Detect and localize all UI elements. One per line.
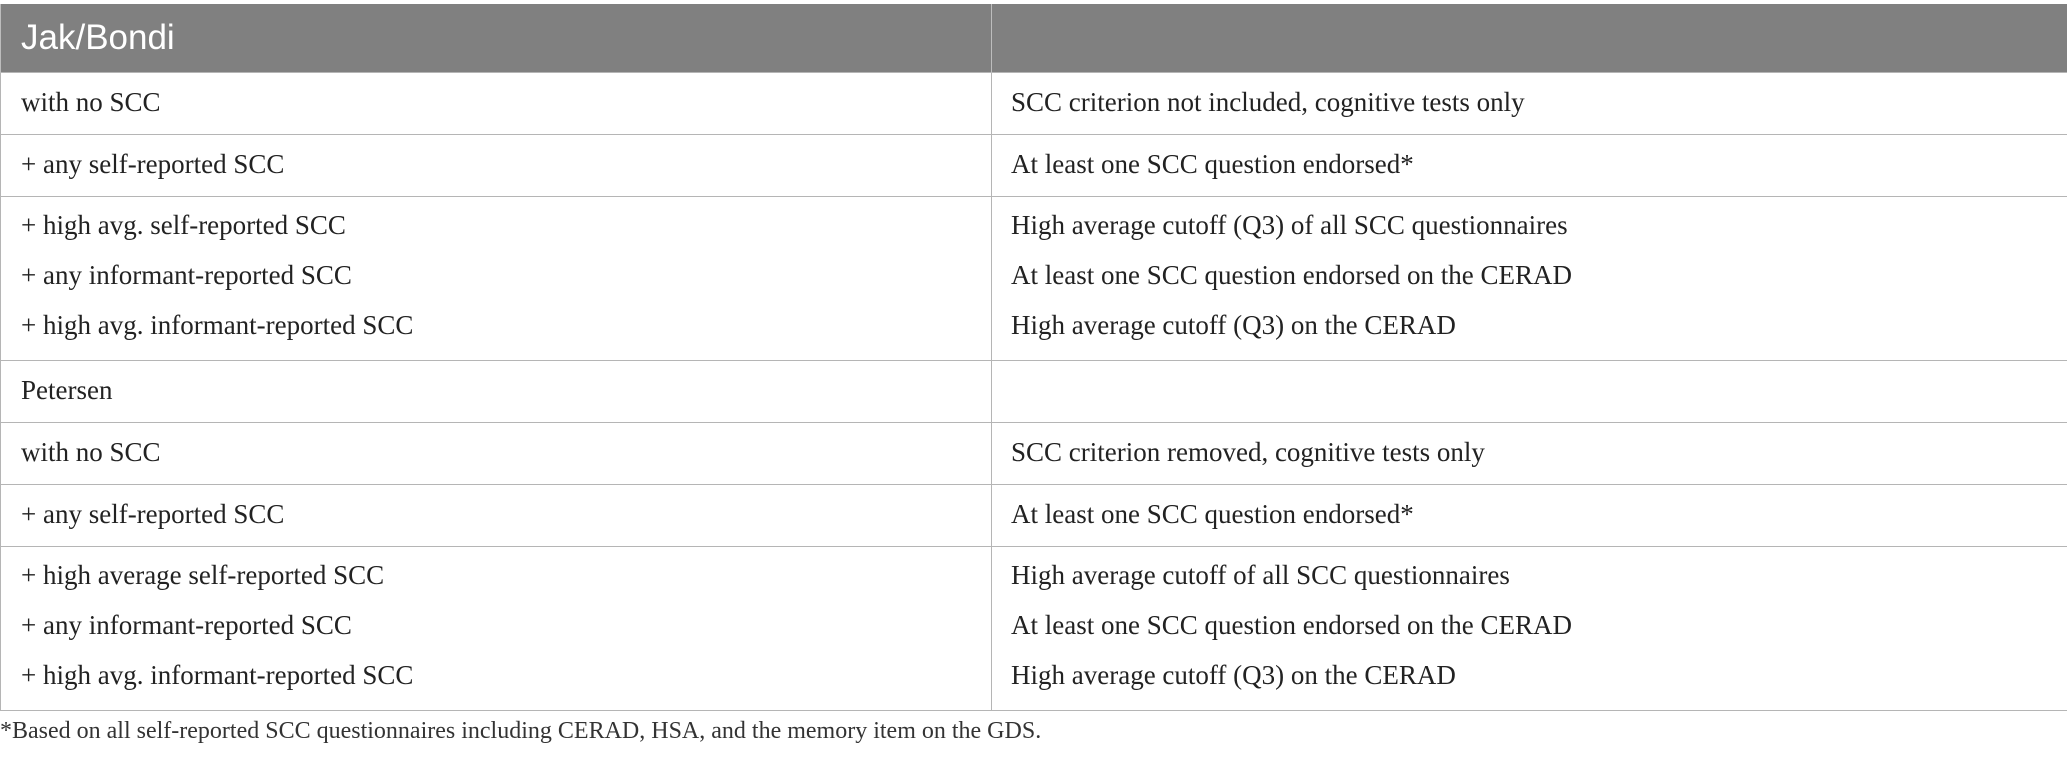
criterion-text: + high avg. informant-reported SCC — [21, 309, 414, 340]
section-label-cell: Petersen — [0, 359, 992, 423]
description-cell: SCC criterion not included, cognitive te… — [991, 71, 2067, 135]
criterion-text: + any informant-reported SCC — [21, 609, 352, 640]
criterion-cell: with no SCC — [0, 421, 992, 485]
description-text: SCC criterion not included, cognitive te… — [1011, 86, 1525, 117]
criterion-text: + any informant-reported SCC — [21, 259, 352, 290]
description-cell — [991, 359, 2067, 423]
criterion-cell: + high average self-reported SCC + any i… — [0, 545, 992, 711]
criterion-cell: + high avg. self-reported SCC + any info… — [0, 195, 992, 361]
criterion-cell: + any self-reported SCC — [0, 483, 992, 547]
section-row-petersen: Petersen — [0, 359, 2067, 423]
description-text: At least one SCC question endorsed* — [1011, 498, 1414, 529]
table-row: + any self-reported SCC At least one SCC… — [0, 483, 2067, 547]
criterion-text: with no SCC — [21, 436, 161, 467]
description-text: High average cutoff (Q3) on the CERAD — [1011, 659, 1456, 690]
table-row: + high average self-reported SCC + any i… — [0, 545, 2067, 711]
description-cell: High average cutoff of all SCC questionn… — [991, 545, 2067, 711]
criterion-text: with no SCC — [21, 86, 161, 117]
description-cell: At least one SCC question endorsed* — [991, 133, 2067, 197]
criterion-text: + high average self-reported SCC — [21, 559, 385, 590]
criterion-cell: with no SCC — [0, 71, 992, 135]
table-row: + high avg. self-reported SCC + any info… — [0, 195, 2067, 361]
table-header-row: Jak/Bondi — [0, 4, 2067, 72]
criterion-text: + high avg. informant-reported SCC — [21, 659, 414, 690]
description-text: High average cutoff of all SCC questionn… — [1011, 559, 1510, 590]
description-text: High average cutoff (Q3) on the CERAD — [1011, 309, 1456, 340]
header-cell-definition: Jak/Bondi — [0, 4, 992, 72]
description-text: SCC criterion removed, cognitive tests o… — [1011, 436, 1485, 467]
table-footnote: *Based on all self-reported SCC question… — [0, 718, 1042, 744]
criterion-cell: + any self-reported SCC — [0, 133, 992, 197]
description-text: At least one SCC question endorsed on th… — [1011, 259, 1572, 290]
description-text: At least one SCC question endorsed* — [1011, 148, 1414, 179]
table-row: with no SCC SCC criterion not included, … — [0, 71, 2067, 135]
criterion-text: + any self-reported SCC — [21, 148, 285, 179]
description-text: At least one SCC question endorsed on th… — [1011, 609, 1572, 640]
section-label: Petersen — [21, 374, 113, 405]
description-text: High average cutoff (Q3) of all SCC ques… — [1011, 209, 1568, 240]
description-cell: At least one SCC question endorsed* — [991, 483, 2067, 547]
criterion-text: + any self-reported SCC — [21, 498, 285, 529]
header-cell-description — [991, 4, 2067, 72]
table-row: + any self-reported SCC At least one SCC… — [0, 133, 2067, 197]
description-cell: SCC criterion removed, cognitive tests o… — [991, 421, 2067, 485]
description-cell: High average cutoff (Q3) of all SCC ques… — [991, 195, 2067, 361]
table-row: with no SCC SCC criterion removed, cogni… — [0, 421, 2067, 485]
criterion-text: + high avg. self-reported SCC — [21, 209, 346, 240]
criteria-table: Jak/Bondi with no SCC SCC criterion not … — [0, 4, 2067, 711]
